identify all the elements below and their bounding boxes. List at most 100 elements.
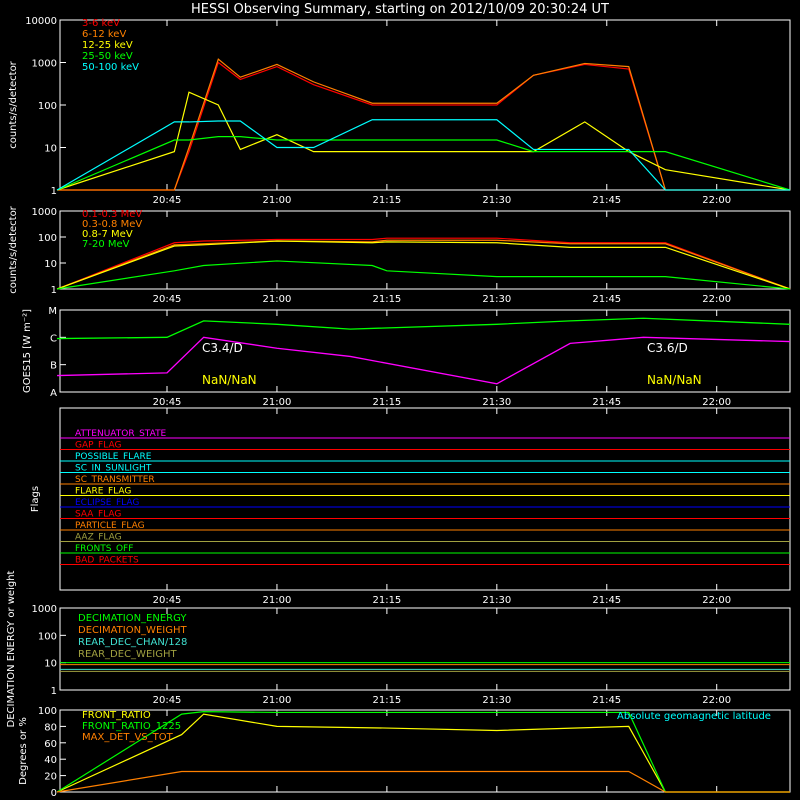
time-tick-label: 21:45 bbox=[592, 195, 621, 206]
time-tick-label: 21:30 bbox=[482, 695, 511, 706]
legend-entry: 12-25 keV bbox=[82, 40, 133, 51]
flare-class-label: C3.6/D bbox=[647, 341, 688, 355]
y-tick-label: 60 bbox=[44, 739, 57, 750]
flag-label: ECLIPSE_FLAG bbox=[75, 498, 139, 508]
time-tick-label: 20:45 bbox=[153, 294, 182, 305]
time-tick-label: 21:00 bbox=[263, 595, 292, 606]
y-tick-label: 100 bbox=[38, 101, 57, 112]
series-line bbox=[56, 237, 791, 290]
time-tick-label: 21:45 bbox=[592, 397, 621, 408]
panel-frame bbox=[59, 309, 791, 393]
series-line bbox=[56, 240, 791, 290]
y-tick-label: 80 bbox=[44, 722, 57, 733]
time-tick-label: 21:30 bbox=[482, 195, 511, 206]
legend-entry: REAR_DEC_WEIGHT bbox=[78, 649, 177, 660]
time-tick-label: 21:45 bbox=[592, 695, 621, 706]
time-tick-label: 22:00 bbox=[702, 595, 731, 606]
time-tick-label: 21:00 bbox=[263, 195, 292, 206]
time-tick-label: 21:15 bbox=[372, 294, 401, 305]
y-tick-label: A bbox=[50, 388, 57, 399]
time-tick-label: 20:45 bbox=[153, 195, 182, 206]
time-tick-label: 22:00 bbox=[702, 294, 731, 305]
panel-frame bbox=[59, 709, 791, 793]
flag-label: ATTENUATOR_STATE bbox=[75, 429, 167, 439]
time-tick-label: 21:15 bbox=[372, 397, 401, 408]
y-axis-label: DECIMATION ENERGY or weight bbox=[6, 570, 17, 727]
y-tick-label: B bbox=[50, 361, 57, 372]
y-tick-label: 1000 bbox=[32, 59, 57, 70]
flare-class-label: C3.4/D bbox=[202, 341, 243, 355]
flare-class-label: NaN/NaN bbox=[647, 373, 702, 387]
flag-label: AAZ_FLAG bbox=[75, 533, 122, 543]
y-tick-label: 1 bbox=[51, 186, 57, 197]
y-tick-label: 40 bbox=[44, 755, 57, 766]
legend-entry: REAR_DEC_CHAN/128 bbox=[78, 637, 187, 648]
series-line bbox=[56, 711, 790, 793]
panel-frame bbox=[59, 210, 791, 290]
y-tick-label: 10 bbox=[44, 259, 57, 270]
y-axis-label: GOES15 [W m⁻²] bbox=[22, 309, 33, 393]
series-line bbox=[56, 770, 790, 793]
y-tick-label: 1000 bbox=[32, 207, 57, 218]
time-tick-label: 21:15 bbox=[372, 195, 401, 206]
legend-entry: 25-50 keV bbox=[82, 51, 133, 62]
legend-entry: 6-12 keV bbox=[82, 29, 126, 40]
flare-class-label: NaN/NaN bbox=[202, 373, 257, 387]
time-tick-label: 21:15 bbox=[372, 695, 401, 706]
legend-entry: 50-100 keV bbox=[82, 62, 139, 73]
flag-label: BAD_PACKETS bbox=[75, 556, 139, 566]
y-tick-label: 10000 bbox=[25, 16, 57, 27]
legend-entry: MAX_DET_VS_TOT bbox=[82, 732, 174, 743]
y-tick-label: 10 bbox=[44, 144, 57, 155]
legend-entry: 0.8-7 MeV bbox=[82, 229, 133, 240]
flag-label: FLARE_FLAG bbox=[75, 487, 131, 497]
flag-label: FRONTS_OFF bbox=[75, 544, 133, 554]
y-tick-label: 100 bbox=[38, 233, 57, 244]
flag-label: POSSIBLE_FLARE bbox=[75, 452, 152, 462]
legend-entry: 7-20 MeV bbox=[82, 239, 130, 250]
time-tick-label: 21:45 bbox=[592, 294, 621, 305]
time-tick-label: 22:00 bbox=[702, 195, 731, 206]
time-tick-label: 20:45 bbox=[153, 397, 182, 408]
time-tick-label: 20:45 bbox=[153, 695, 182, 706]
y-tick-label: 1 bbox=[51, 285, 57, 296]
y-tick-label: 1 bbox=[51, 686, 57, 697]
legend-entry: 0.1-0.3 MeV bbox=[82, 209, 142, 220]
legend-entry: FRONT_RATIO bbox=[82, 710, 151, 721]
time-tick-label: 20:45 bbox=[153, 595, 182, 606]
y-tick-label: M bbox=[48, 306, 57, 317]
panel-frame bbox=[59, 407, 791, 591]
series-line bbox=[56, 119, 790, 191]
time-tick-label: 21:00 bbox=[263, 397, 292, 408]
legend-entry: DECIMATION_ENERGY bbox=[78, 613, 187, 624]
y-tick-label: 1000 bbox=[32, 604, 57, 615]
series-line bbox=[56, 260, 791, 290]
time-tick-label: 22:00 bbox=[702, 397, 731, 408]
flag-label: PARTICLE_FLAG bbox=[75, 521, 145, 531]
time-tick-label: 21:00 bbox=[263, 695, 292, 706]
y-axis-label: Flags bbox=[30, 486, 41, 512]
flag-label: GAP_FLAG bbox=[75, 441, 121, 451]
y-tick-label: 0 bbox=[51, 788, 57, 799]
time-tick-label: 21:30 bbox=[482, 397, 511, 408]
series-line bbox=[57, 58, 790, 191]
flag-label: SAA_FLAG bbox=[75, 510, 121, 520]
legend-entry: DECIMATION_WEIGHT bbox=[78, 625, 187, 636]
series-line bbox=[57, 317, 791, 340]
y-axis-label: counts/s/detector bbox=[8, 60, 19, 148]
y-tick-label: C bbox=[50, 333, 57, 344]
y-axis-label: counts/s/detector bbox=[8, 205, 19, 293]
y-tick-label: 100 bbox=[38, 706, 57, 717]
series-line bbox=[57, 336, 791, 385]
time-tick-label: 21:15 bbox=[372, 595, 401, 606]
series-line bbox=[56, 91, 791, 191]
flag-label: SC_IN_SUNLIGHT bbox=[75, 464, 152, 474]
series-line bbox=[56, 713, 790, 793]
series-line bbox=[56, 239, 791, 290]
legend-entry: 0.3-0.8 MeV bbox=[82, 219, 142, 230]
time-tick-label: 21:30 bbox=[482, 595, 511, 606]
legend-entry: 3-6 keV bbox=[82, 18, 120, 29]
y-tick-label: 10 bbox=[44, 659, 57, 670]
